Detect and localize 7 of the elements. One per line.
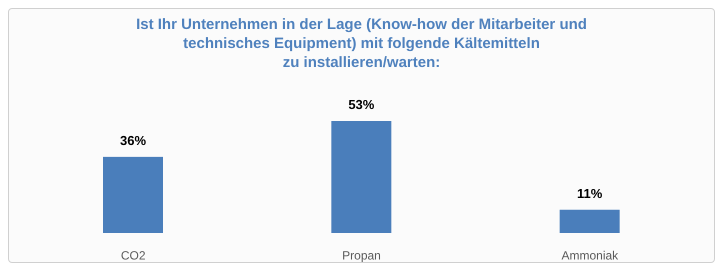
data-label: 36% <box>120 132 146 148</box>
data-label: 11% <box>577 186 603 201</box>
data-label: 53% <box>348 97 375 112</box>
x-tick-label: Propan <box>342 248 381 263</box>
x-tick-label: CO2 <box>120 248 146 263</box>
x-tick-label: Ammoniak <box>561 248 620 263</box>
chart-title: Ist Ihr Unternehmen in der Lage (Know-how der Mitarbeiter und technisches Equipment) mit folgende Kältemitteln zu installieren/warten: <box>135 15 588 73</box>
